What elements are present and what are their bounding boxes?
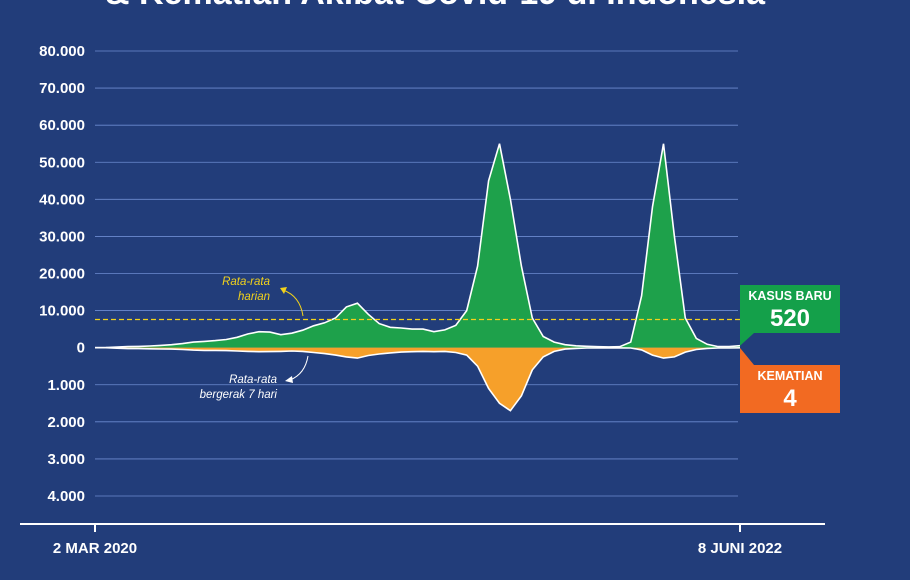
x-tick-label: 8 JUNI 2022 [698,540,782,557]
reference-label: Rata-rata [222,276,270,288]
line-annotation: bergerak 7 hari [200,389,278,401]
y-tick-label: 80.000 [39,43,85,60]
callout-box [740,285,840,333]
annotation-arrow [282,289,304,317]
annotation-arrowhead [280,287,287,294]
callout-label: KASUS BARU [748,289,831,303]
chart-title: & Kematian Akibat Covid-19 di Indonesia [105,0,766,12]
y-tick-label: 4.000 [47,488,85,505]
y-tick-label: 40.000 [39,191,85,208]
y-tick-label: 3.000 [47,451,85,468]
line-annotation: Rata-rata [229,374,277,386]
grid: 0 10.000 20.000 30.000 40.000 50.000 60.000 70.… [39,43,782,557]
plot-area [94,143,741,412]
x-tick-label: 2 MAR 2020 [53,540,137,557]
callout-value: 4 [783,385,797,412]
y-tick-label: 2.000 [47,414,85,431]
line [94,143,741,349]
y-tick-label: 70.000 [39,80,85,97]
area [95,347,740,411]
y-tick-label: 30.000 [39,228,85,245]
callout-label: KEMATIAN [757,369,822,383]
area [95,143,740,348]
annotation-arrowhead [285,376,293,383]
callout-box [740,365,840,413]
y-tick-label: 10.000 [39,303,85,320]
y-tick-label: 60.000 [39,117,85,134]
y-tick-label: 20.000 [39,266,85,283]
y-tick-label: 1.000 [47,377,85,394]
annotation-arrow [289,355,309,381]
y-tick-label: 0 [77,340,85,357]
overlay: KASUS BARU 520 KEMATIAN 4 Rata-rata harian Rat… [95,276,840,413]
line [95,346,741,412]
reference-label: harian [238,291,270,303]
callout-value: 520 [770,305,810,332]
y-tick-label: 50.000 [39,154,85,171]
